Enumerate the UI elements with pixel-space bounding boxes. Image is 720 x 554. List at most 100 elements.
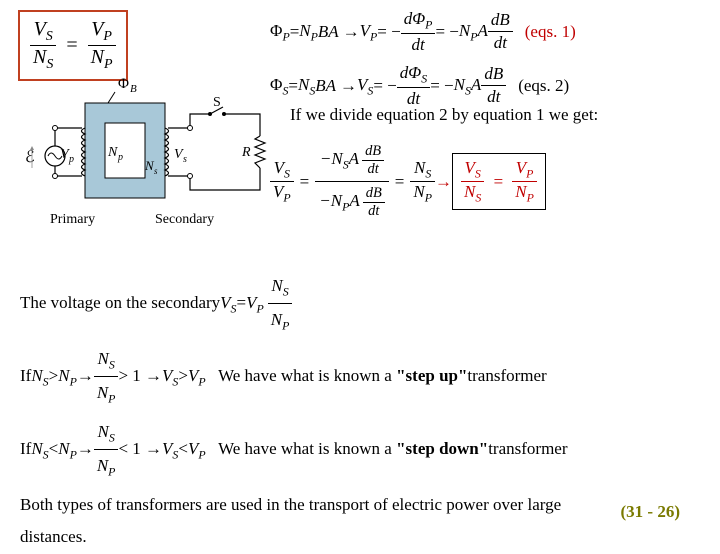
eq1-label: (eqs. 1) (525, 21, 576, 43)
svg-text:B: B (130, 83, 137, 95)
vl-nps: P (282, 318, 289, 332)
np-sym: N (91, 46, 104, 68)
sd-fds: P (108, 464, 115, 478)
ns3: N (454, 75, 465, 94)
su-nps: P (70, 374, 77, 388)
dt1: dt (401, 34, 436, 56)
bf-mn1: −N (320, 149, 343, 168)
bf-mn2: −N (319, 191, 342, 210)
su-vp: V (188, 366, 198, 385)
bf-ns: N (414, 158, 425, 177)
sd-txt2: transformer (488, 433, 567, 465)
bf-dt1: dt (362, 161, 384, 178)
svg-text:Secondary: Secondary (155, 212, 214, 227)
vl-ns: N (271, 276, 282, 295)
dphi2: dΦ (400, 63, 421, 82)
dt2: dt (488, 32, 513, 54)
sd-vp: V (188, 439, 198, 458)
bx-vs: V (464, 158, 474, 177)
su-ns: N (31, 366, 42, 385)
minus3: = − (373, 75, 396, 97)
vs-sym: V (34, 18, 46, 40)
svg-text:s: s (154, 166, 158, 176)
vl-vp: V (246, 293, 256, 312)
minus2: = − (435, 21, 458, 43)
bf-db2: dB (363, 185, 385, 203)
footer-line-2: distances. (20, 521, 700, 553)
ns-sym: N (33, 46, 46, 68)
su-gt2: > (178, 360, 188, 392)
eq2: = (288, 75, 298, 97)
bx-ns: N (464, 182, 475, 201)
svg-text:R: R (241, 145, 251, 160)
vs-sub: S (46, 29, 53, 44)
sd-nps: P (70, 447, 77, 461)
a1: A (477, 21, 487, 40)
vl-eq: = (237, 287, 247, 319)
su-ar1: → (77, 360, 94, 392)
vl-nss: S (283, 284, 289, 298)
bf-a2: A (349, 191, 359, 210)
np2: N (459, 21, 470, 40)
divide-text: If we divide equation 2 by equation 1 we… (290, 105, 598, 125)
sd-np: N (58, 439, 69, 458)
eq2-label: (eqs. 2) (518, 75, 569, 97)
su-txt2: transformer (467, 360, 546, 392)
vp-sub2: P (370, 29, 377, 43)
vp-sub: P (103, 29, 112, 44)
sd-fns: S (109, 430, 115, 444)
bf-arrow: → (435, 172, 452, 192)
step-down-line: If NS < NP → NS NP < 1 → VS < VP We have… (20, 416, 700, 483)
dphis: S (421, 71, 427, 85)
bx-vps: P (526, 166, 533, 180)
sd-fn: N (97, 422, 108, 441)
page-number: (31 - 26) (621, 502, 680, 522)
equation-1: ΦP = NP BA → VP = − dΦP dt = − NPA dB dt… (270, 8, 576, 56)
equation-2: ΦS = NS BA → VS = − dΦS dt = − NSA dB dt… (270, 62, 576, 110)
svg-text:Φ: Φ (118, 76, 129, 92)
explanation-block: The voltage on the secondary VS = VP NS … (20, 270, 700, 554)
sd-lt: < (49, 433, 59, 465)
sd-vs: V (162, 439, 172, 458)
bf-vp-sub: P (283, 190, 290, 204)
bx-np: N (515, 182, 526, 201)
su-fd: N (97, 383, 108, 402)
db1: dB (488, 9, 513, 32)
su-fns: S (109, 357, 115, 371)
db2: dB (481, 63, 506, 86)
ba: BA → (318, 21, 360, 43)
svg-text:p: p (117, 152, 123, 163)
svg-text:ℰ: ℰ (25, 149, 35, 166)
su-np: N (58, 366, 69, 385)
vp-sym: V (91, 18, 103, 40)
svg-text:s: s (183, 154, 187, 165)
su-gt1: > 1 → (118, 360, 162, 392)
bf-vs: V (274, 158, 284, 177)
boxed-result: VS NS = VP NP (452, 153, 546, 211)
su-gt: > (49, 360, 59, 392)
dphi: dΦ (404, 9, 425, 28)
minus1: = − (377, 21, 400, 43)
vs2: V (357, 75, 367, 94)
su-vps: P (198, 374, 205, 388)
bf-ns-s: S (425, 166, 431, 180)
su-fn: N (97, 349, 108, 368)
phi-p: Φ (270, 21, 282, 40)
bf-np: N (413, 182, 424, 201)
equations-block: ΦP = NP BA → VP = − dΦP dt = − NPA dB dt… (270, 8, 576, 116)
step-up-line: If NS > NP → NS NP > 1 → VS > VP We have… (20, 343, 700, 410)
svg-text:p: p (68, 154, 74, 165)
sd-ns: N (31, 439, 42, 458)
sd-fd: N (97, 456, 108, 475)
sd-lt2: < (178, 433, 188, 465)
su-fds: P (108, 391, 115, 405)
vl-np: N (271, 310, 282, 329)
svg-text:S: S (213, 95, 221, 110)
ba2: BA → (315, 75, 357, 97)
vl-vps: P (256, 301, 263, 315)
bx-nps: P (527, 190, 534, 204)
minus4: = − (430, 75, 453, 97)
step-up-bold: "step up" (396, 360, 467, 392)
a2: A (471, 75, 481, 94)
bf-db1: dB (362, 143, 384, 161)
